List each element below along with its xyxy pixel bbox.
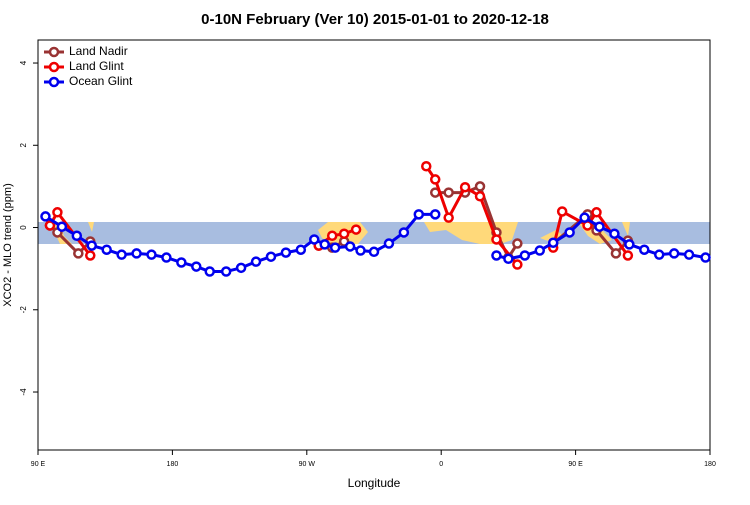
series-point bbox=[519, 250, 531, 261]
legend-label: Land Glint bbox=[69, 59, 124, 73]
x-tick-label: 90 E bbox=[31, 461, 46, 468]
legend-label: Land Nadir bbox=[69, 44, 128, 58]
chart-title: 0-10N February (Ver 10) 2015-01-01 to 20… bbox=[201, 11, 549, 28]
legend-label: Ocean Glint bbox=[69, 74, 133, 88]
series-point bbox=[295, 244, 307, 255]
series-point bbox=[443, 212, 454, 223]
series-point bbox=[512, 238, 523, 249]
series-point bbox=[73, 248, 84, 259]
y-tick-label: -2 bbox=[19, 306, 28, 314]
series-point bbox=[176, 257, 187, 268]
series-point bbox=[280, 247, 292, 258]
series-point bbox=[443, 187, 454, 198]
series-point bbox=[534, 245, 546, 256]
series-point bbox=[594, 221, 605, 232]
legend-marker bbox=[48, 46, 60, 58]
series-point bbox=[40, 211, 51, 222]
series-point bbox=[591, 207, 602, 218]
series-point bbox=[344, 241, 356, 252]
x-tick-label: 180 bbox=[167, 461, 179, 468]
series-point bbox=[350, 224, 362, 235]
series-point bbox=[131, 248, 142, 259]
series-point bbox=[368, 246, 380, 258]
x-axis-label: Longitude bbox=[348, 476, 401, 490]
series-point bbox=[71, 230, 83, 241]
series-point bbox=[326, 230, 338, 241]
series-point bbox=[383, 238, 395, 249]
series-point bbox=[319, 239, 330, 250]
series-point bbox=[52, 207, 63, 218]
series-point bbox=[235, 262, 247, 274]
series-point bbox=[474, 191, 486, 202]
series-point bbox=[44, 220, 56, 231]
series-point bbox=[146, 249, 157, 260]
series-point bbox=[512, 259, 523, 270]
series-point bbox=[338, 228, 350, 239]
series-point bbox=[85, 250, 96, 261]
series-point bbox=[421, 160, 432, 172]
series-point bbox=[250, 256, 262, 267]
series-point bbox=[668, 248, 680, 259]
map-strip bbox=[38, 222, 710, 244]
series-point bbox=[204, 266, 215, 277]
plot-frame bbox=[37, 39, 711, 451]
y-axis-label: XCO2 - MLO trend (ppm) bbox=[2, 183, 14, 306]
series-point bbox=[220, 266, 232, 277]
series-point bbox=[491, 234, 502, 245]
x-tick-label: 90 W bbox=[299, 461, 316, 468]
x-tick-label: 90 E bbox=[568, 461, 583, 468]
x-tick-label: 0 bbox=[439, 461, 443, 468]
series-point bbox=[398, 227, 410, 238]
series-point bbox=[639, 244, 650, 255]
series-point bbox=[86, 240, 98, 251]
series-point bbox=[355, 245, 366, 256]
series-point bbox=[547, 237, 559, 248]
series-point bbox=[309, 234, 320, 245]
series-point bbox=[474, 181, 486, 192]
series-point bbox=[624, 239, 635, 250]
x-tick-label: 180 bbox=[704, 461, 716, 468]
y-tick-label: 0 bbox=[19, 225, 28, 230]
series-point bbox=[503, 253, 514, 265]
series-point bbox=[429, 174, 441, 185]
series-point bbox=[161, 252, 172, 263]
series-point bbox=[191, 261, 202, 272]
series-point bbox=[609, 228, 620, 239]
series-point bbox=[101, 244, 112, 255]
series-point bbox=[56, 221, 68, 232]
y-tick-label: 2 bbox=[19, 143, 28, 148]
series-point bbox=[556, 206, 568, 217]
series-point bbox=[329, 242, 341, 253]
y-tick-label: -4 bbox=[19, 388, 28, 396]
series-point bbox=[265, 251, 277, 262]
series-point bbox=[564, 227, 575, 238]
series-point bbox=[116, 249, 127, 260]
series-point bbox=[610, 248, 622, 259]
series-point bbox=[413, 209, 425, 220]
legend-marker bbox=[48, 61, 60, 73]
series-point bbox=[491, 250, 502, 261]
series-point bbox=[429, 209, 441, 220]
series-point bbox=[653, 249, 665, 260]
series-point bbox=[700, 252, 711, 263]
legend-marker bbox=[48, 76, 60, 88]
series-point bbox=[579, 212, 590, 223]
series-point bbox=[459, 181, 471, 193]
series-point bbox=[683, 249, 695, 260]
series-point bbox=[622, 250, 634, 261]
y-tick-label: 4 bbox=[19, 60, 28, 65]
